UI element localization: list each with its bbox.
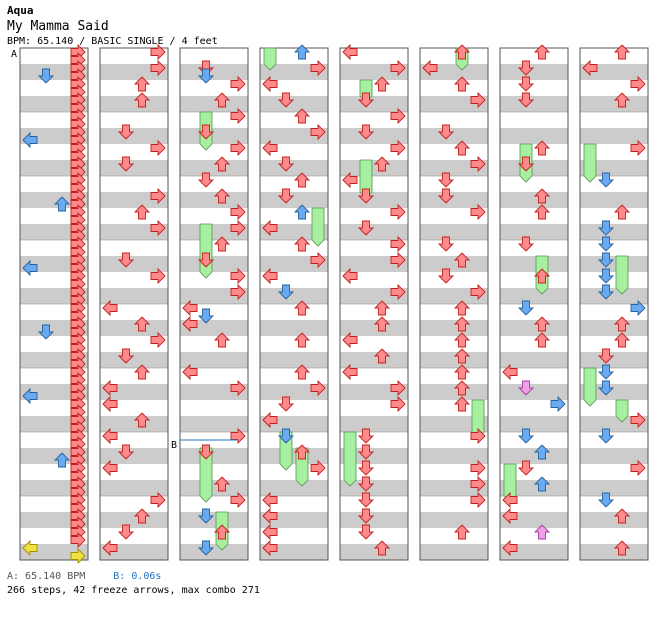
chart-column-6: [419, 47, 489, 561]
chart-column-3: [179, 47, 249, 561]
freeze-arrow-icon: [279, 431, 293, 471]
song-title: My Mamma Said: [7, 19, 109, 34]
freeze-arrow-icon: [311, 207, 325, 247]
chart-column-4: [259, 47, 329, 561]
chart-info: BPM: 65.140 / BASIC SINGLE / 4 feet: [7, 36, 218, 47]
step-chart: A B: [11, 44, 649, 564]
chart-column-2: [99, 47, 169, 561]
stop-b-text: B: 0.06s: [113, 571, 162, 582]
freeze-arrow-icon: [583, 367, 597, 407]
freeze-arrow-icon: [583, 143, 597, 183]
footer-stats: 266 steps, 42 freeze arrows, max combo 2…: [7, 585, 260, 596]
freeze-arrow-icon: [199, 223, 213, 279]
marker-b-label: B: [171, 440, 177, 451]
freeze-arrow-icon: [263, 47, 277, 71]
freeze-arrow-icon: [615, 399, 629, 423]
chart-column-8: [579, 47, 649, 561]
marker-a-label: A: [11, 49, 17, 60]
freeze-arrow-icon: [343, 431, 357, 487]
freeze-arrow-icon: [199, 447, 213, 503]
bpm-a-text: A: 65.140 BPM: [7, 571, 86, 582]
footer-bpm-line: A: 65.140 BPM B: 0.06s: [7, 571, 161, 582]
freeze-arrow-icon: [615, 255, 629, 295]
song-artist: Aqua: [7, 4, 34, 17]
